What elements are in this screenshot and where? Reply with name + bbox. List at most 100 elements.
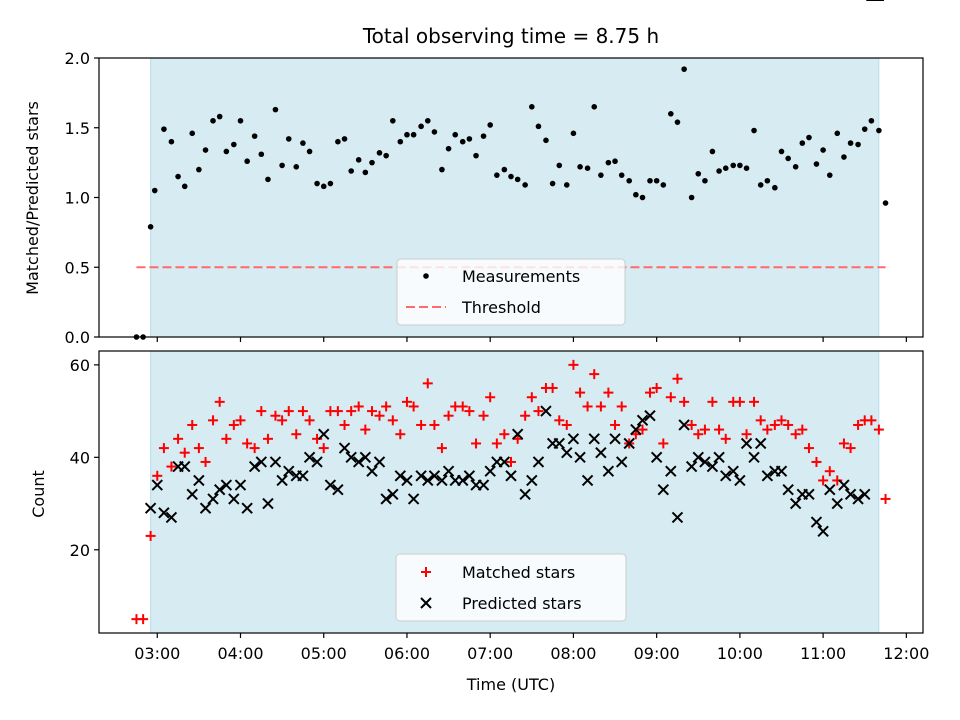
matched-point bbox=[582, 401, 593, 412]
measurement-point bbox=[570, 130, 577, 137]
measurement-point bbox=[161, 126, 167, 132]
predicted-point bbox=[720, 470, 732, 482]
matched-point bbox=[873, 424, 884, 435]
measurement-point bbox=[314, 180, 320, 187]
measurement-point bbox=[647, 177, 653, 184]
ratio-y-ticks: 0.0 0.5 1.0 1.5 2.0 bbox=[65, 49, 99, 347]
matched-point bbox=[526, 392, 537, 403]
y-tick-label: 20 bbox=[70, 541, 90, 560]
count-plot: 20 40 60 03:00 04:00 05:00 06:00 07:00 08:00 09:… bbox=[29, 0, 929, 694]
matched-point bbox=[665, 392, 676, 403]
matched-point bbox=[672, 373, 683, 384]
measurement-point bbox=[501, 166, 508, 173]
measurement-point bbox=[785, 155, 791, 162]
ratio-plot: 0.00.51.01.52.0 Matched/Predicted stars … bbox=[23, 49, 924, 347]
measurement-point bbox=[764, 177, 771, 184]
measurement-point bbox=[882, 200, 889, 206]
measurement-point bbox=[300, 140, 306, 146]
predicted-point bbox=[581, 474, 594, 487]
predicted-point bbox=[283, 465, 295, 477]
predicted-point bbox=[436, 474, 448, 487]
matched-point bbox=[589, 369, 600, 380]
measurement-point bbox=[653, 177, 660, 184]
matched-point bbox=[291, 429, 302, 440]
predicted-point bbox=[526, 474, 538, 487]
x-tick-label: 11:00 bbox=[800, 644, 846, 663]
measurement-point bbox=[695, 170, 702, 177]
matched-point bbox=[845, 443, 856, 454]
measurement-point bbox=[757, 182, 764, 188]
legend-marker-matched bbox=[421, 567, 431, 577]
predicted-point bbox=[859, 488, 871, 501]
measurement-point bbox=[709, 148, 716, 155]
x-axis-label: Time (UTC) bbox=[466, 675, 555, 694]
matched-point bbox=[339, 419, 350, 430]
measurement-point bbox=[210, 117, 216, 124]
matched-point bbox=[401, 396, 412, 407]
matched-point bbox=[853, 419, 864, 430]
measurement-point bbox=[633, 191, 639, 198]
measurement-point bbox=[189, 130, 196, 137]
predicted-point bbox=[615, 456, 628, 468]
matched-point bbox=[499, 429, 510, 440]
matched-point bbox=[297, 406, 308, 417]
predicted-point bbox=[144, 502, 157, 514]
matched-point bbox=[360, 424, 371, 435]
measurement-point bbox=[355, 157, 362, 163]
measurement-point bbox=[459, 138, 466, 145]
measurement-point bbox=[285, 136, 292, 142]
measurement-point bbox=[737, 162, 743, 169]
measurement-point bbox=[404, 131, 410, 138]
count-legend: Matched stars Predicted stars bbox=[395, 553, 627, 622]
predicted-point bbox=[262, 497, 274, 510]
predicted-point bbox=[588, 433, 600, 445]
predicted-point bbox=[844, 488, 857, 501]
legend-label-matched: Matched stars bbox=[462, 563, 575, 582]
predicted-point bbox=[158, 507, 170, 519]
predicted-point bbox=[636, 414, 649, 427]
predicted-point bbox=[532, 456, 545, 468]
matched-point bbox=[783, 419, 794, 430]
x-tick-label: 12:00 bbox=[883, 644, 929, 663]
measurement-point bbox=[390, 117, 396, 124]
y-tick-label: 0.5 bbox=[65, 258, 90, 277]
matched-point bbox=[776, 415, 787, 426]
count-x-ticks: 03:00 04:00 05:00 06:00 07:00 08:00 09:00 10:00… bbox=[134, 633, 929, 663]
matched-point bbox=[228, 419, 239, 430]
measurement-point bbox=[151, 187, 158, 194]
measurement-point bbox=[175, 173, 181, 180]
matched-point bbox=[436, 443, 447, 454]
predicted-point bbox=[657, 483, 670, 496]
x-tick-label: 06:00 bbox=[384, 644, 430, 663]
predicted-point bbox=[179, 460, 191, 473]
matched-point bbox=[686, 419, 697, 430]
matched-point bbox=[734, 396, 745, 407]
predicted-point bbox=[151, 479, 163, 491]
matched-point bbox=[346, 406, 357, 417]
count-plot-frame bbox=[98, 350, 924, 634]
predicted-point bbox=[297, 470, 309, 482]
predicted-point bbox=[213, 483, 226, 496]
matched-point bbox=[235, 415, 246, 426]
matched-point bbox=[145, 530, 156, 541]
predicted-point bbox=[193, 474, 205, 487]
predicted-point bbox=[366, 465, 378, 477]
ratio-legend: Measurements Threshold bbox=[396, 258, 626, 326]
predicted-point bbox=[220, 479, 233, 491]
predicted-point bbox=[484, 465, 496, 477]
predicted-point bbox=[623, 437, 635, 450]
predicted-point bbox=[442, 465, 455, 477]
measurement-point bbox=[466, 136, 473, 142]
predicted-point bbox=[311, 456, 323, 468]
predicted-point bbox=[644, 410, 656, 422]
count-y-ticks: 20 40 60 bbox=[70, 356, 99, 560]
predicted-point bbox=[748, 451, 760, 464]
x-tick-label: 04:00 bbox=[217, 644, 263, 663]
measurement-point bbox=[147, 223, 154, 230]
predicted-point bbox=[561, 446, 573, 459]
matched-point bbox=[644, 387, 655, 398]
measurement-point bbox=[168, 138, 175, 145]
measurement-point bbox=[535, 123, 542, 130]
measurement-point bbox=[591, 104, 598, 110]
